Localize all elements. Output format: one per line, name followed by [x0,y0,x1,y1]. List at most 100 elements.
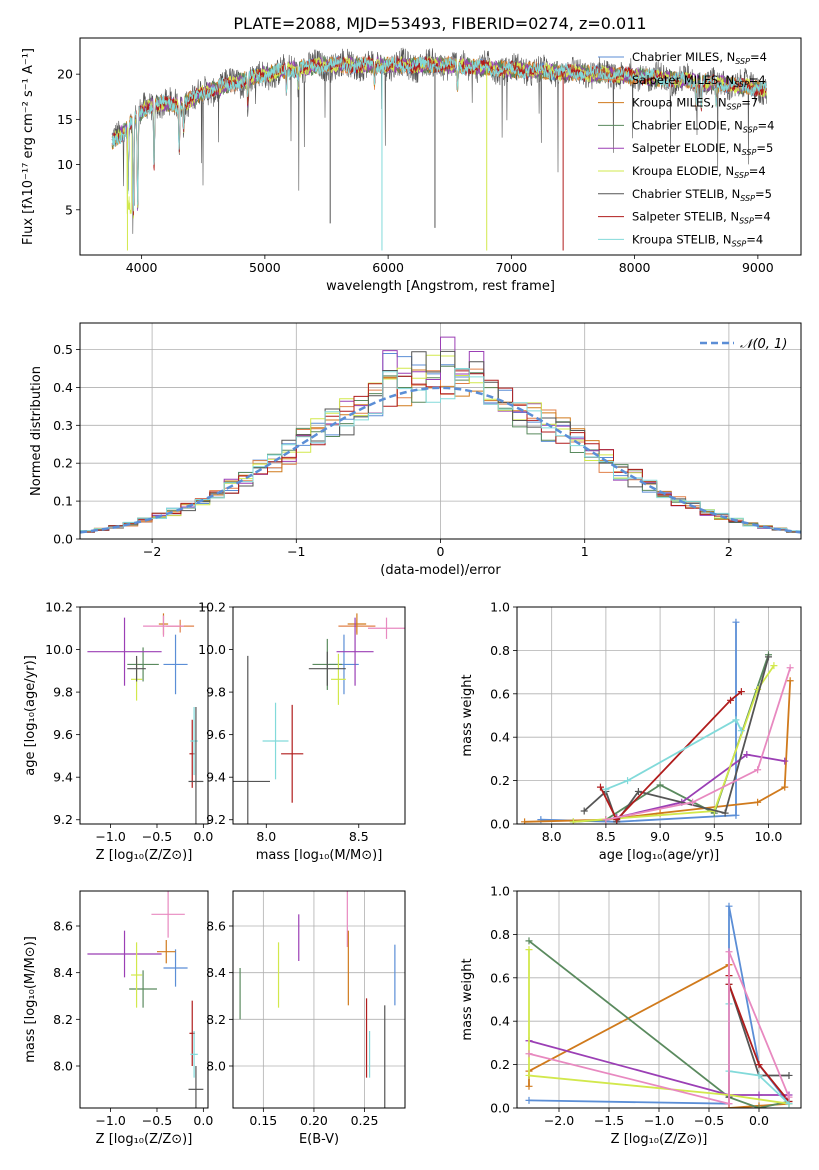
plot-area [87,891,204,1108]
y-tick-label: 0.0 [490,1101,510,1116]
x-tick-label: −0.5 [142,829,172,844]
x-tick-label: −0.5 [142,1113,172,1128]
plot-area [525,902,793,1108]
axes-frame [79,37,802,256]
y-tick-label: 8.4 [206,965,226,980]
x-tick-label: 4000 [126,260,158,275]
x-axis-label: E(B-V) [299,1132,339,1147]
x-tick-label: 0 [437,544,445,559]
weight-point-marker [656,781,664,789]
weight-point-marker [755,1061,763,1069]
weight-point-marker [525,1071,533,1079]
weight-series-line [599,690,742,822]
x-tick-label: −1.5 [594,1113,624,1128]
weight-point-marker [785,1100,793,1108]
grid-lines [233,891,405,1108]
panel-residuals: −2 −1 0 1 2 0.0 0.1 0.2 0.3 0.4 0.5 (data-model)/er… [29,322,802,578]
plot-area [87,613,204,824]
weight-point-marker [727,696,735,704]
weight-series-line [528,949,790,1105]
normal-curve [80,386,801,534]
legend-subscript: SSP [734,80,749,89]
y-tick-label: 0.6 [490,686,510,701]
x-axis-label: wavelength [Angstrom, rest frame] [326,279,555,294]
y-tick-label: 9.6 [53,727,73,742]
weight-point-marker [754,766,762,774]
legend-subscript: SSP [734,171,749,180]
x-tick-label: 0.20 [300,1113,328,1128]
y-tick-label: 0.2 [490,1057,510,1072]
legend-subscript: SSP [739,217,754,226]
x-tick-label: 1 [581,544,589,559]
y-tick-label: 9.8 [206,685,226,700]
weight-point-marker [786,677,794,685]
weight-point-marker [743,751,751,759]
x-tick-label: 8.5 [349,829,369,844]
panel-mass-vs-ebv: 0.15 0.20 0.25 8.0 8.2 8.4 8.6 E(B-V) [206,890,406,1147]
legend-entry: Kroupa ELODIE, NSSP=4 [632,164,766,180]
weight-point-marker [770,662,778,670]
weight-series-line [605,718,743,791]
legend-subscript: SSP [742,148,757,157]
weight-point-marker [525,1096,533,1104]
weight-point-marker [725,948,733,956]
y-tick-label: 1.0 [490,884,510,899]
legend-entry: Salpeter ELODIE, NSSP=5 [632,141,773,157]
axes-frame [79,322,802,540]
legend-suffix: =5 [755,187,772,201]
y-tick-label: 8.2 [53,1012,73,1027]
weight-point-marker [755,1071,763,1079]
weight-point-marker [737,688,745,696]
panel-age-vs-Z: −1.0 −0.5 0.0 9.2 9.4 9.6 9.8 10.0 10.2 Z [log₁₀(… [23,600,213,864]
weight-point-marker [755,1104,763,1108]
y-axis-label: Normed distribution [29,366,44,496]
weight-point-marker [732,811,740,819]
axes-frame [232,890,406,1109]
legend-suffix: =5 [756,141,773,155]
weight-point-marker [721,809,729,817]
y-tick-label: 0.5 [53,342,73,357]
y-tick-label: 0.2 [490,773,510,788]
x-tick-label: −1.0 [95,829,125,844]
weight-series-line [528,940,790,1108]
plot-area [80,336,801,534]
legend-suffix: =4 [749,73,766,87]
x-tick-label: −1.0 [95,1113,125,1128]
axes-frame [79,890,209,1109]
panel-weight-vs-age: 8.0 8.5 9.0 9.5 10.0 0.0 0.2 0.4 0.6 0.8 1.0 age [l… [460,600,802,863]
x-tick-label: −2.0 [544,1113,574,1128]
weight-series-line [583,656,770,824]
x-tick-label: 6000 [372,260,404,275]
weight-point-marker [785,1093,793,1101]
weight-series-line [616,753,785,819]
weight-point-marker [602,785,610,793]
legend-suffix: =4 [749,164,766,178]
y-tick-label: 20 [57,67,73,82]
y-tick-label: 8.2 [206,1012,226,1027]
y-tick-label: 0.4 [53,380,73,395]
weight-point-marker [785,1071,793,1079]
weight-point-marker [580,807,588,815]
weight-point-marker [525,1050,533,1058]
y-tick-label: 10.2 [45,600,73,615]
weight-point-marker [755,1091,763,1099]
y-tick-label: 8.6 [206,919,226,934]
y-axis-label: Flux [fλ10⁻¹⁷ erg cm⁻² s⁻¹ A⁻¹] [21,48,36,245]
legend-subscript: SSP [735,57,750,66]
x-axis-label: age [log₁₀(age/yr)] [599,848,720,863]
weight-point-marker [732,716,740,724]
x-tick-label: 0.0 [193,829,213,844]
legend-subscript: SSP [727,103,742,112]
legend-entry: Chabrier MILES, NSSP=4 [632,50,767,66]
y-tick-label: 9.6 [206,727,226,742]
weight-series-line [524,680,792,823]
y-tick-label: 0.8 [490,927,510,942]
x-tick-label: 0.0 [193,1113,213,1128]
y-tick-label: 0.8 [490,643,510,658]
weight-point-marker [525,937,533,945]
weight-point-marker [634,787,642,795]
weight-series-line [528,1039,789,1096]
y-tick-label: 10.2 [198,600,226,615]
x-tick-label: 0.0 [749,1113,769,1128]
